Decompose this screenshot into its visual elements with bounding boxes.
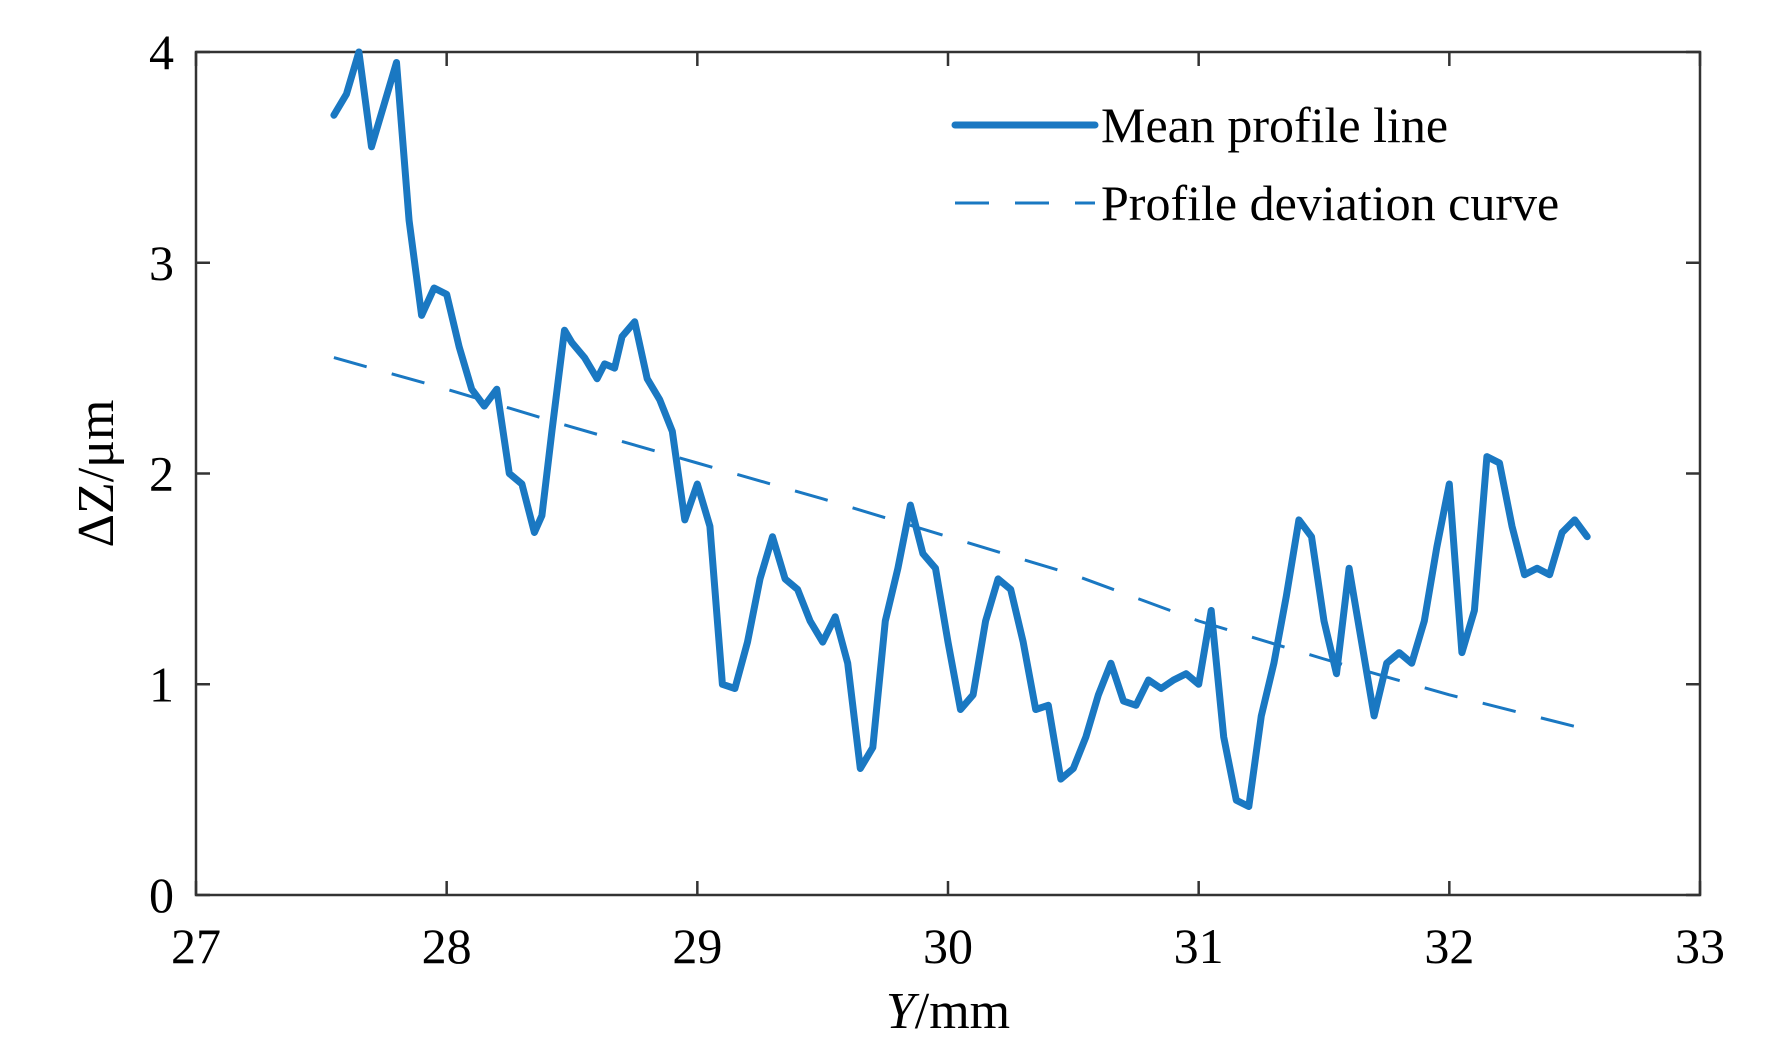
y-tick-label: 1 (149, 656, 174, 712)
series-layer (330, 48, 1591, 810)
legend-label: Mean profile line (1101, 97, 1448, 153)
legend-label: Profile deviation curve (1101, 175, 1559, 231)
y-axis-label: ΔZ/μm (68, 400, 125, 548)
y-tick-label: 2 (149, 446, 174, 502)
x-axis-label: Y/mm (886, 983, 1010, 1040)
x-tick-label: 33 (1675, 918, 1725, 974)
y-tick-label: 0 (149, 867, 174, 923)
legend: Mean profile line Profile deviation curve (951, 97, 1559, 231)
mean-profile-line (330, 48, 1591, 810)
axis-ticks (194, 50, 1702, 897)
x-tick-label: 31 (1174, 918, 1224, 974)
x-tick-label: 30 (923, 918, 973, 974)
x-tick-label: 32 (1424, 918, 1474, 974)
x-tick-label: 27 (171, 918, 221, 974)
y-tick-label: 4 (149, 24, 174, 80)
profile-deviation-curve (333, 356, 1576, 728)
axis-tick-labels: 27 28 29 30 31 32 33 0 1 2 3 4 (149, 24, 1725, 974)
x-tick-label: 28 (422, 918, 472, 974)
x-axis-label-variable: Y (886, 983, 920, 1040)
x-tick-label: 29 (672, 918, 722, 974)
y-tick-label: 3 (149, 235, 174, 291)
x-axis-label-unit: /mm (915, 983, 1010, 1040)
